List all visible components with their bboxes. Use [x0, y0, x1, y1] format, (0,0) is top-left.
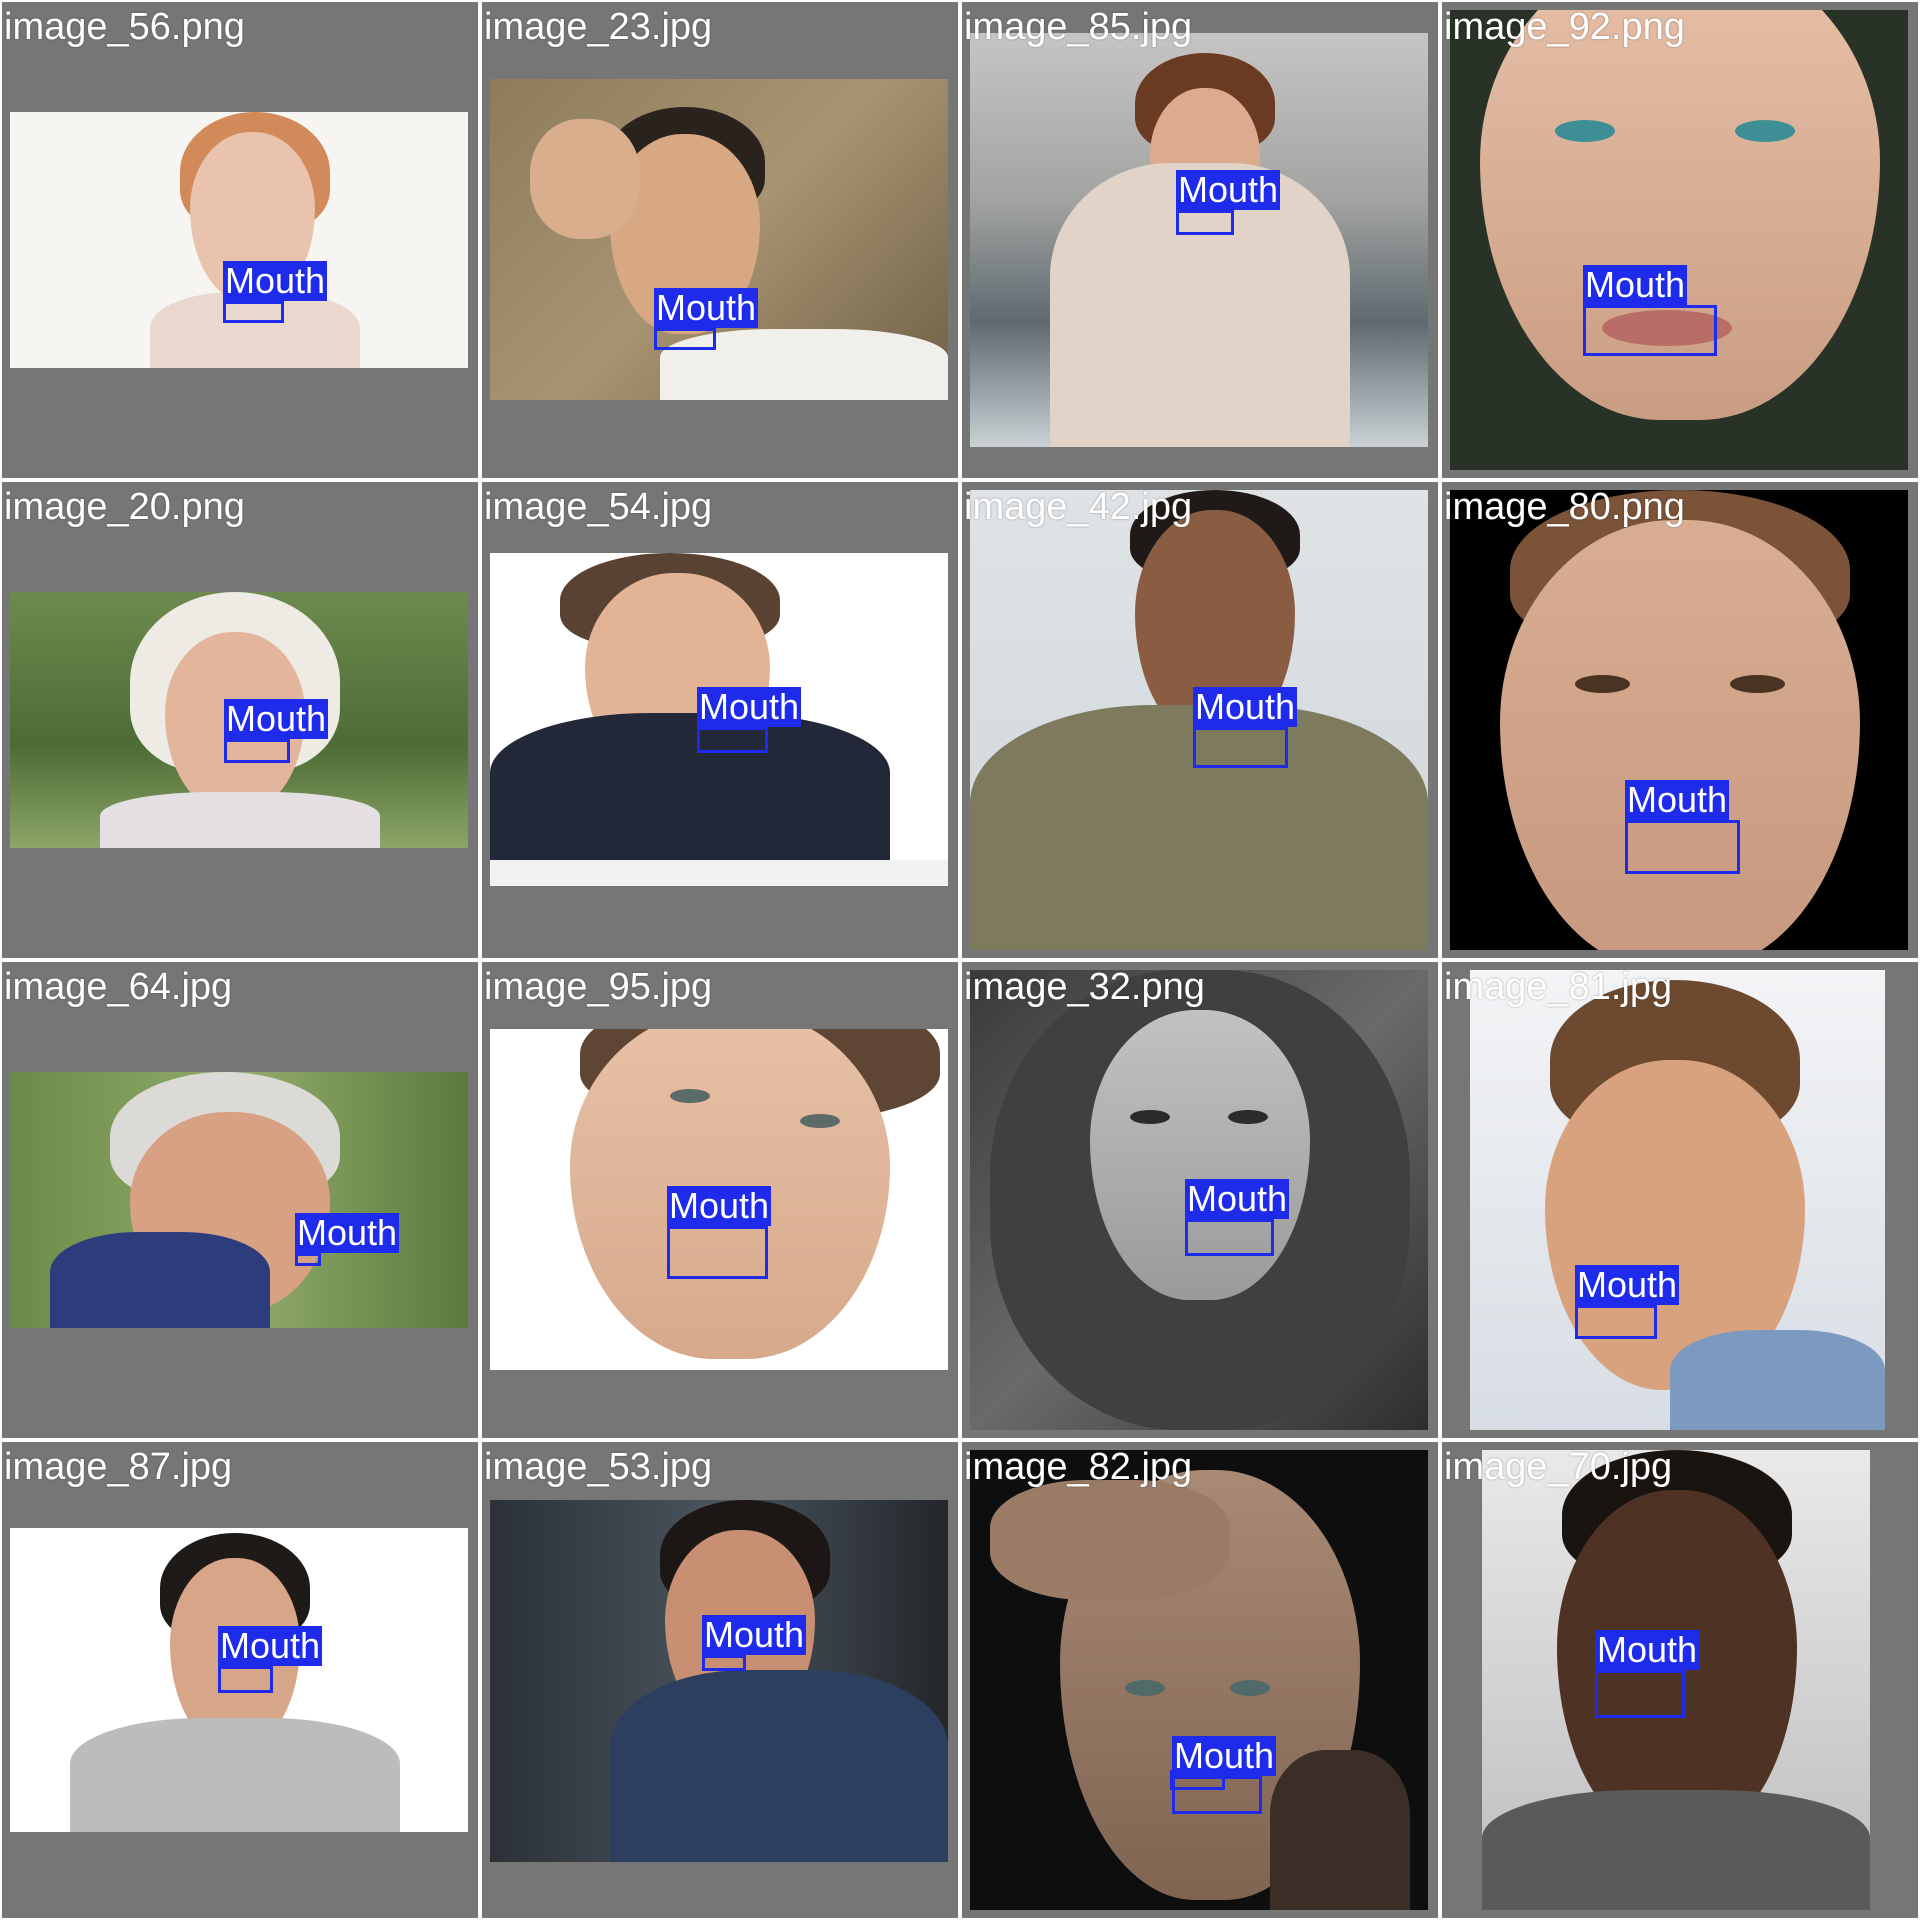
detection-label: Mouth	[1176, 169, 1281, 210]
filename-label: image_92.png	[1444, 6, 1685, 48]
photo-man-dark-background	[490, 1500, 948, 1862]
filename-label: image_20.png	[4, 486, 245, 528]
filename-label: image_32.png	[964, 966, 1205, 1008]
filename-label: image_64.jpg	[4, 966, 233, 1008]
detection-label: Mouth	[1625, 779, 1730, 820]
detection-label: Mouth	[218, 1625, 323, 1666]
detection-label: Mouth	[1185, 1178, 1290, 1219]
tile-image-81: image_81.jpg Mouth	[1440, 960, 1920, 1440]
mouth-detection-box: Mouth	[1193, 687, 1298, 768]
mouth-detection-box: Mouth	[1185, 1179, 1290, 1256]
mouth-detection-box: Mouth	[1583, 265, 1717, 356]
mouth-detection-box: Mouth	[224, 699, 329, 763]
tile-image-87: image_87.jpg Mouth	[0, 1440, 480, 1920]
detection-label: Mouth	[1193, 686, 1298, 727]
photo-man-hand-on-head	[490, 79, 948, 400]
mouth-detection-box: Mouth	[702, 1615, 807, 1671]
filename-label: image_70.jpg	[1444, 1446, 1673, 1488]
filename-label: image_56.png	[4, 6, 245, 48]
detection-label: Mouth	[654, 287, 759, 328]
mouth-detection-box: Mouth	[1595, 1630, 1700, 1718]
photo-elderly-woman-red-hair	[10, 112, 468, 368]
tile-image-53: image_53.jpg Mouth	[480, 1440, 960, 1920]
detection-label: Mouth	[667, 1185, 772, 1226]
filename-label: image_53.jpg	[484, 1446, 713, 1488]
photo-man-closeup-white	[490, 1029, 948, 1370]
detection-label: Mouth	[1172, 1735, 1277, 1776]
photo-cg-woman-black-bg	[1450, 490, 1908, 950]
photo-wrinkled-old-man	[970, 1450, 1428, 1910]
mouth-detection-box: Mouth	[295, 1213, 400, 1266]
mouth-detection-box: Mouth	[1172, 1736, 1277, 1814]
mouth-detection-box: Mouth	[697, 687, 802, 753]
tile-image-82: image_82.jpg Mouth	[960, 1440, 1440, 1920]
detection-label: Mouth	[1595, 1629, 1700, 1670]
detection-label: Mouth	[1583, 264, 1688, 305]
mouth-detection-box: Mouth	[667, 1186, 772, 1279]
mouth-detection-box: Mouth	[1575, 1265, 1680, 1339]
mouth-detection-box: Mouth	[1625, 780, 1740, 874]
photo-man-spiky-hair	[1470, 970, 1885, 1430]
filename-label: image_54.jpg	[484, 486, 713, 528]
detection-label: Mouth	[1575, 1264, 1680, 1305]
photo-elderly-woman-outdoors	[10, 592, 468, 848]
detection-label: Mouth	[697, 686, 802, 727]
filename-label: image_42.jpg	[964, 486, 1193, 528]
detection-label: Mouth	[295, 1212, 400, 1253]
filename-label: image_85.jpg	[964, 6, 1193, 48]
detection-label: Mouth	[224, 698, 329, 739]
mouth-detection-box: Mouth	[223, 261, 328, 323]
photo-cg-woman-closeup	[1450, 10, 1908, 470]
mouth-detection-box: Mouth	[218, 1626, 323, 1693]
detection-label: Mouth	[223, 260, 328, 301]
mouth-detection-box: Mouth	[654, 288, 759, 350]
tile-image-95: image_95.jpg Mouth	[480, 960, 960, 1440]
tile-image-70: image_70.jpg Mouth	[1440, 1440, 1920, 1920]
filename-label: image_82.jpg	[964, 1446, 1193, 1488]
photo-old-man-glasses	[10, 1072, 468, 1328]
tile-image-23: image_23.jpg Mouth	[480, 0, 960, 480]
tile-image-32: image_32.png Mouth	[960, 960, 1440, 1440]
filename-label: image_95.jpg	[484, 966, 713, 1008]
filename-label: image_87.jpg	[4, 1446, 233, 1488]
tile-image-56: image_56.png Mouth	[0, 0, 480, 480]
tile-image-20: image_20.png Mouth	[0, 480, 480, 960]
filename-label: image_81.jpg	[1444, 966, 1673, 1008]
tile-image-54: image_54.jpg Mouth	[480, 480, 960, 960]
tile-image-92: image_92.png Mouth	[1440, 0, 1920, 480]
mouth-detection-box: Mouth	[1176, 170, 1281, 235]
tile-image-64: image_64.jpg Mouth	[0, 960, 480, 1440]
tile-image-85: image_85.jpg Mouth	[960, 0, 1440, 480]
detection-label: Mouth	[702, 1614, 807, 1655]
photo-young-man-hoodie	[970, 33, 1428, 447]
tile-image-42: image_42.jpg Mouth	[960, 480, 1440, 960]
photo-smiling-man-gray-tee	[10, 1528, 468, 1832]
tile-image-80: image_80.png Mouth	[1440, 480, 1920, 960]
filename-label: image_80.png	[1444, 486, 1685, 528]
filename-label: image_23.jpg	[484, 6, 713, 48]
